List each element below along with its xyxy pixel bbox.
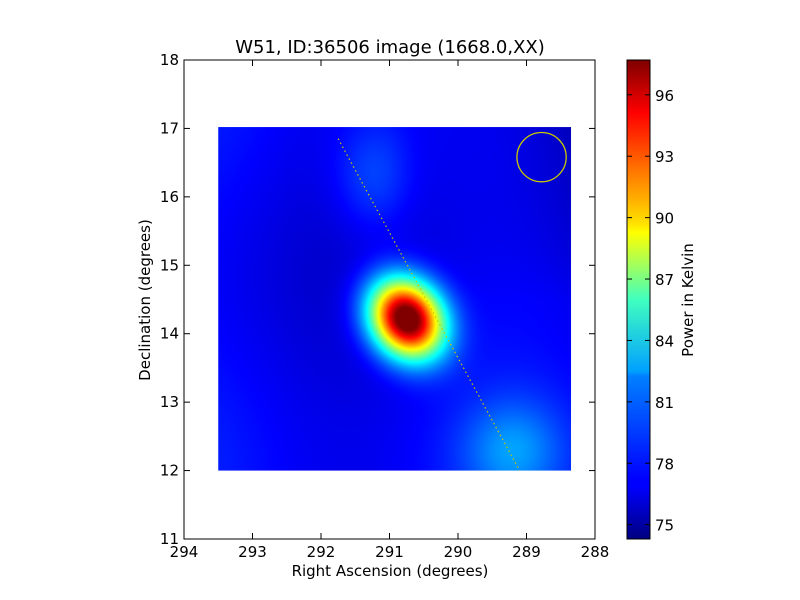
colorbar-tick-label: 90: [655, 210, 674, 228]
colorbar-tick-label: 93: [655, 148, 674, 166]
colorbar-tick-label: 96: [655, 87, 674, 105]
x-tick-label: 290: [444, 543, 473, 561]
colorbar-tick-label: 87: [655, 271, 674, 289]
y-tick-label: 12: [160, 462, 179, 480]
colorbar-tick-label: 78: [655, 455, 674, 473]
x-axis-ticks: 294 293 292 291 290 289 288: [170, 60, 610, 561]
x-tick-label: 289: [512, 543, 541, 561]
beam-circle: [516, 131, 567, 183]
y-tick-label: 11: [160, 530, 179, 548]
y-tick-label: 15: [160, 256, 179, 274]
colorbar: [626, 59, 651, 540]
x-axis-label: Right Ascension (degrees): [292, 562, 489, 580]
colorbar-tick-label: 75: [655, 517, 674, 535]
scan-track-line: [337, 138, 521, 471]
y-axis-ticks: 11 12 13 14 15 16 17 18: [160, 51, 595, 548]
y-tick-label: 16: [160, 188, 179, 206]
colorbar-label: Power in Kelvin: [679, 243, 697, 357]
x-tick-label: 291: [375, 543, 404, 561]
x-tick-label: 293: [238, 543, 267, 561]
y-tick-label: 13: [160, 393, 179, 411]
colorbar-tick-label: 84: [655, 332, 674, 350]
x-tick-label: 288: [581, 543, 610, 561]
heatmap-image: [218, 127, 572, 471]
y-tick-label: 14: [160, 325, 179, 343]
y-tick-label: 18: [160, 51, 179, 69]
y-axis-label: Declination (degrees): [136, 219, 154, 381]
chart-title: W51, ID:36506 image (1668.0,XX): [235, 37, 545, 58]
y-tick-label: 17: [160, 119, 179, 137]
x-tick-label: 292: [307, 543, 336, 561]
x-tick-label: 294: [170, 543, 199, 561]
colorbar-tick-label: 81: [655, 394, 674, 412]
colorbar-ticks: 75 78 81 84 87 90 93 96: [627, 87, 674, 535]
